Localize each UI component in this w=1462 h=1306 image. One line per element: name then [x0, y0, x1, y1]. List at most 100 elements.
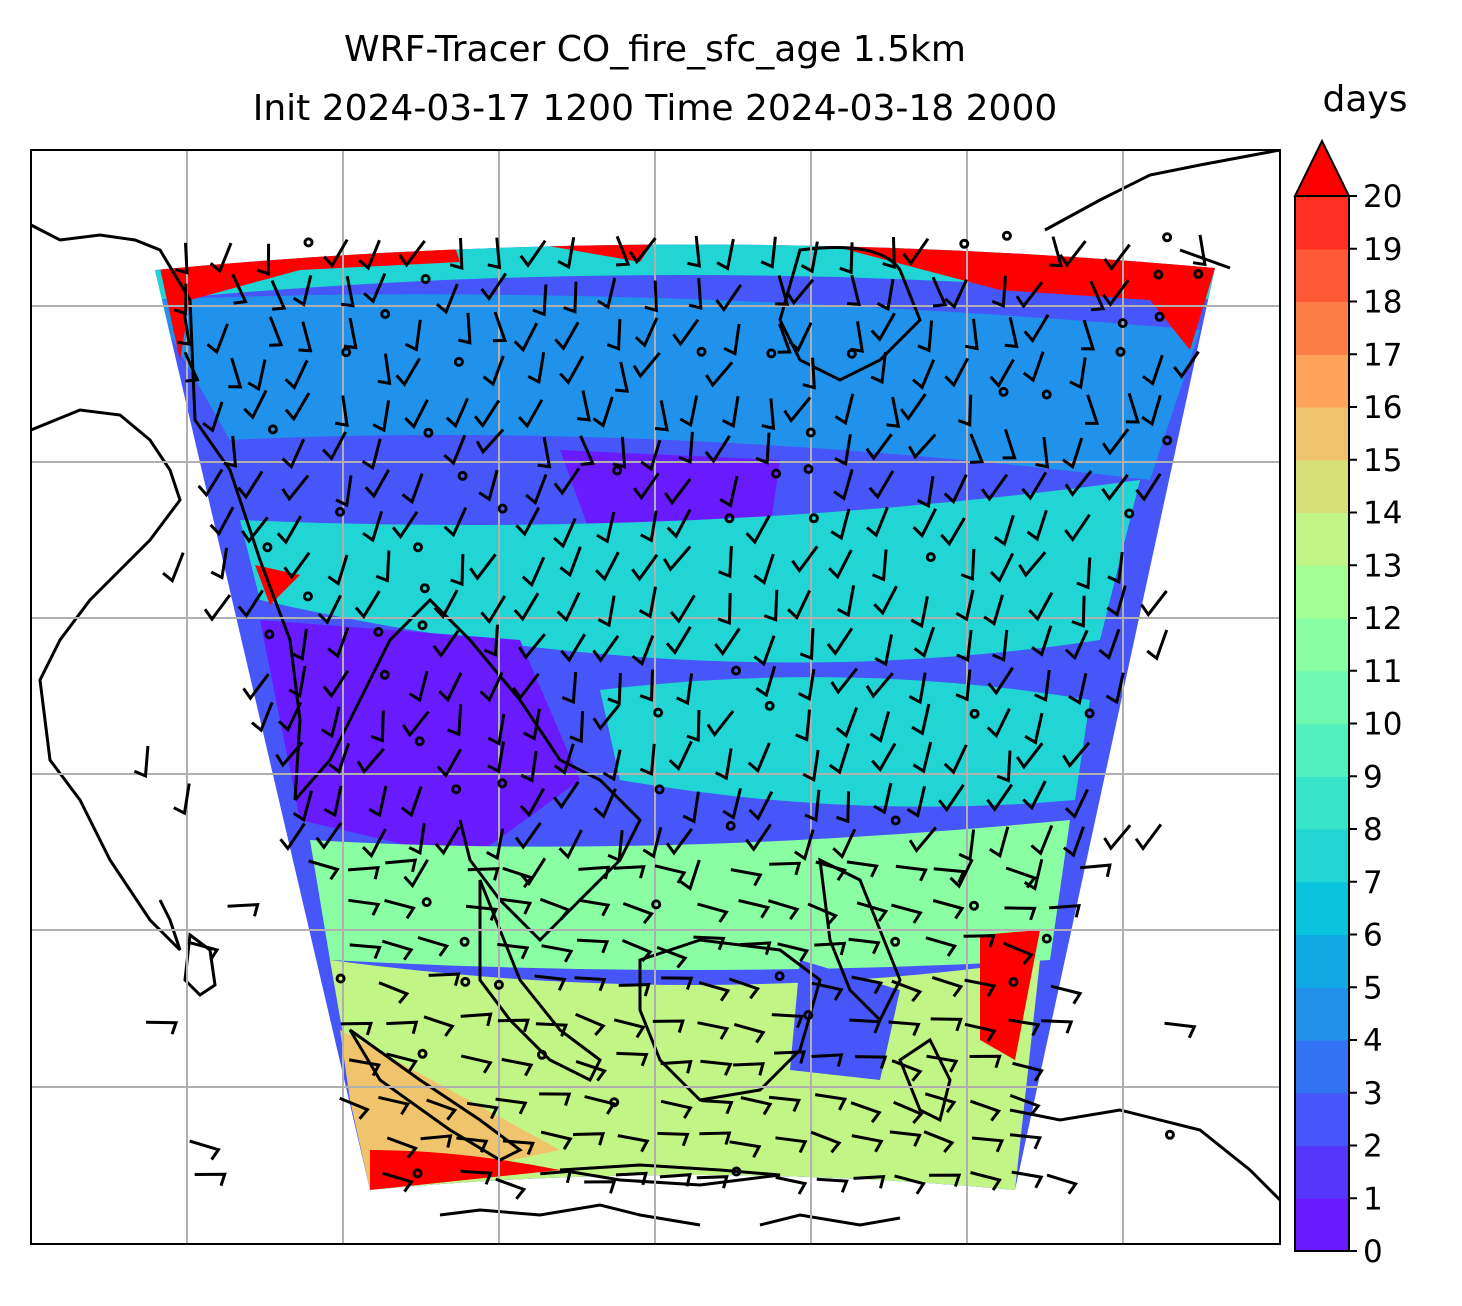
- wind-barb: [697, 902, 729, 923]
- colorbar-segment: [1295, 881, 1349, 936]
- wind-barb: [660, 1099, 693, 1119]
- wind-barb: [617, 1134, 650, 1153]
- calm-wind-marker: [459, 936, 470, 947]
- wind-barb: [700, 1059, 733, 1076]
- wind-barb: [438, 672, 463, 703]
- wind-barb: [615, 361, 630, 393]
- wind-barb: [944, 357, 970, 388]
- wind-barb: [969, 433, 985, 464]
- wind-barb: [525, 473, 548, 506]
- wind-barb: [1008, 1018, 1041, 1037]
- wind-barb: [811, 1053, 844, 1067]
- wind-barb: [955, 669, 972, 702]
- wind-barb: [1064, 469, 1093, 497]
- wind-barb: [283, 551, 311, 580]
- wind-barb: [408, 670, 429, 703]
- wind-barb: [807, 902, 839, 926]
- wind-barb: [748, 791, 774, 821]
- wind-barb: [485, 828, 505, 861]
- colorbar-tick-label: 14: [1363, 496, 1402, 532]
- colorbar-tick-label: 4: [1363, 1023, 1383, 1059]
- calm-wind-marker: [771, 468, 782, 479]
- wind-barb: [502, 1139, 535, 1155]
- wind-barb: [1048, 903, 1081, 918]
- wind-barb: [1022, 780, 1047, 811]
- calm-wind-marker: [453, 356, 464, 367]
- wind-barb: [322, 669, 350, 699]
- wind-barb: [426, 1098, 458, 1121]
- wind-barb: [795, 709, 811, 742]
- coastline-java: [559, 1163, 781, 1187]
- wind-barb: [210, 547, 229, 580]
- wind-barb: [575, 1012, 606, 1036]
- wind-barb: [456, 1136, 489, 1153]
- calm-wind-marker: [1084, 708, 1095, 719]
- wind-barb: [639, 743, 656, 776]
- field-band-mid-cyan: [240, 480, 1140, 663]
- wind-barb: [1050, 984, 1083, 1005]
- calm-wind-marker: [457, 470, 468, 481]
- wind-barb: [460, 1169, 493, 1185]
- wind-barb: [281, 474, 310, 502]
- colorbar-segment: [1295, 1198, 1349, 1252]
- wind-barb: [1034, 669, 1051, 703]
- wind-barb: [678, 431, 694, 464]
- wind-barb: [889, 1130, 922, 1147]
- wind-barb: [1031, 625, 1053, 657]
- wind-barb: [868, 470, 895, 500]
- wind-barb: [492, 311, 507, 343]
- wind-barb: [733, 1022, 766, 1044]
- wind-barb: [402, 710, 430, 738]
- wind-barb: [846, 860, 879, 878]
- wind-barb: [891, 979, 923, 1003]
- wind-barb: [469, 553, 497, 581]
- wind-barb: [622, 902, 654, 925]
- coastline-northeast: [1044, 150, 1280, 232]
- calm-wind-marker: [373, 627, 384, 637]
- wind-barb: [347, 865, 380, 880]
- wind-barb: [958, 829, 976, 862]
- wind-barb: [870, 742, 897, 773]
- colorbar-segment: [1295, 1145, 1349, 1199]
- wind-barb: [729, 1140, 762, 1158]
- wind-barb: [540, 1130, 573, 1150]
- wind-barb: [865, 672, 894, 699]
- wind-barb: [432, 629, 460, 658]
- wind-barb: [783, 396, 812, 424]
- wind-barb: [420, 1134, 453, 1148]
- wind-barb: [797, 668, 816, 702]
- wind-barb: [989, 358, 1015, 389]
- colorbar-segment: [1295, 670, 1349, 725]
- wind-barb: [1048, 236, 1063, 268]
- wind-barb: [628, 237, 657, 265]
- wind-barb: [187, 940, 220, 961]
- calm-wind-marker: [696, 346, 707, 357]
- wind-barb: [893, 1100, 924, 1124]
- wind-barb: [284, 359, 309, 391]
- calm-wind-marker: [969, 708, 980, 719]
- wind-barb: [173, 283, 188, 316]
- wind-barb: [902, 237, 930, 266]
- wind-barb: [964, 318, 979, 351]
- wind-barb: [1141, 394, 1162, 427]
- wind-barb: [804, 789, 821, 823]
- calm-wind-marker: [1041, 389, 1052, 400]
- wind-barb: [1071, 595, 1086, 628]
- colorbar-tick-label: 10: [1363, 707, 1402, 743]
- wind-barb: [1064, 629, 1089, 661]
- wind-barb: [853, 1174, 886, 1189]
- wind-barb: [969, 1054, 1002, 1069]
- wind-barb: [891, 1059, 923, 1082]
- wind-barb: [832, 828, 857, 860]
- wind-barb: [866, 506, 889, 538]
- wind-barb: [835, 791, 851, 824]
- wind-barb: [665, 626, 692, 655]
- wind-barb: [243, 389, 268, 420]
- wind-barb: [981, 473, 1009, 502]
- wind-barb: [1046, 1173, 1079, 1195]
- wind-barb: [787, 589, 812, 621]
- wind-barb: [687, 235, 702, 268]
- wind-barb: [986, 783, 1014, 812]
- wind-barb: [1173, 350, 1200, 379]
- wind-barb: [535, 1022, 569, 1037]
